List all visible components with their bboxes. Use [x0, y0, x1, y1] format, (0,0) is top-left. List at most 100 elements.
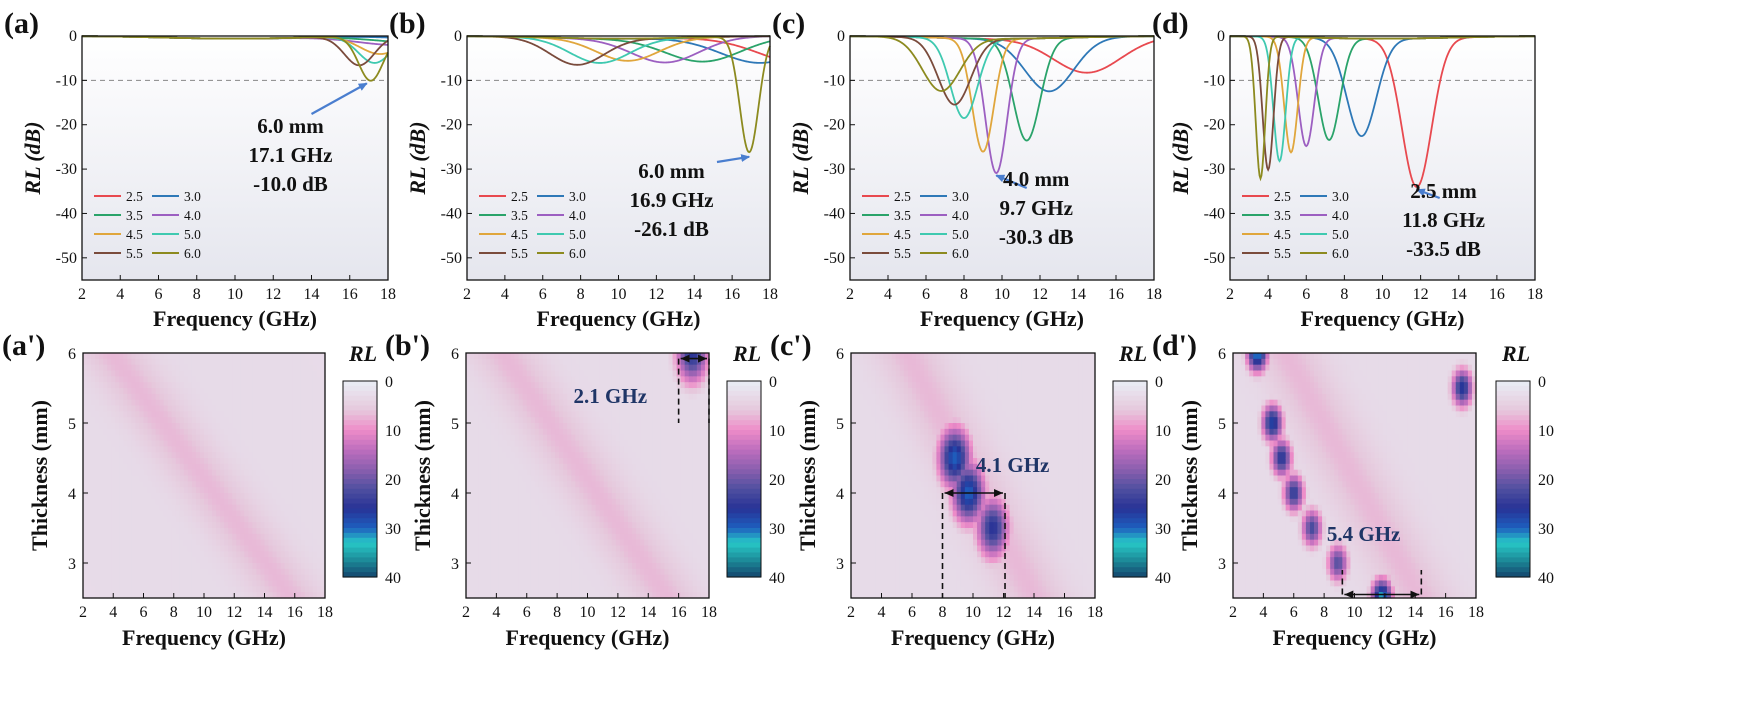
- heat-cell: [312, 411, 318, 418]
- heat-cell: [167, 574, 173, 582]
- heat-cell: [127, 382, 132, 389]
- heat-cell: [95, 353, 100, 360]
- heat-cell: [648, 493, 653, 500]
- heat-cell: [216, 393, 221, 401]
- colorbar-tick-label: 10: [385, 423, 401, 440]
- heat-cell: [551, 405, 556, 412]
- heat-cell: [490, 522, 495, 529]
- heat-cell: [123, 539, 128, 547]
- heat-cell: [632, 376, 637, 383]
- heat-cell: [494, 580, 499, 587]
- heat-cell: [486, 493, 491, 500]
- heat-cell: [83, 463, 88, 471]
- heat-cell: [648, 393, 653, 401]
- heat-cell: [288, 493, 294, 500]
- heat-cell: [538, 510, 544, 517]
- colorbar-segment: [343, 483, 377, 490]
- heat-cell: [131, 475, 137, 482]
- heat-cell: [526, 551, 532, 558]
- heat-cell: [474, 458, 479, 465]
- heat-cell: [127, 428, 132, 436]
- heat-cell: [482, 493, 487, 500]
- heat-cell: [510, 364, 516, 372]
- heat-cell: [502, 493, 508, 500]
- heat-cell: [131, 411, 137, 418]
- heat-cell: [119, 463, 124, 471]
- heat-cell: [212, 353, 217, 360]
- heat-cell: [486, 440, 491, 447]
- heat-cell: [506, 423, 512, 430]
- heat-cell: [656, 563, 661, 570]
- heat-cell: [615, 463, 621, 471]
- heat-cell: [595, 504, 601, 512]
- heat-cell: [135, 522, 141, 529]
- heat-cell: [623, 533, 629, 541]
- heat-cell: [131, 358, 137, 366]
- heat-cell: [494, 452, 499, 459]
- heat-cell: [522, 452, 528, 459]
- heat-cell: [502, 405, 508, 412]
- heat-cell: [131, 580, 137, 587]
- heat-cell: [632, 428, 637, 436]
- heat-cell: [204, 533, 209, 541]
- heat-cell: [187, 487, 193, 494]
- heat-cell: [567, 528, 572, 535]
- heat-cell: [95, 533, 100, 541]
- heat-cell: [502, 498, 508, 506]
- heat-cell: [252, 533, 258, 541]
- heat-cell: [143, 568, 149, 576]
- y-tick-label: -10: [441, 72, 462, 89]
- heat-cell: [220, 487, 225, 494]
- heat-cell: [534, 493, 540, 500]
- x-tick-label: 16: [1489, 286, 1505, 303]
- heat-cell: [474, 469, 479, 477]
- heat-cell: [547, 516, 552, 523]
- heat-cell: [660, 487, 666, 494]
- heat-cell: [260, 475, 266, 482]
- heat-cell: [95, 568, 100, 576]
- heat-cell: [482, 463, 487, 471]
- heat-cell: [256, 504, 262, 512]
- heat-cell: [660, 393, 666, 401]
- heat-cell: [151, 516, 157, 523]
- heat-cell: [204, 481, 209, 488]
- heat-cell: [555, 458, 560, 465]
- heat-cell: [636, 516, 641, 523]
- heat-cell: [619, 592, 625, 599]
- heat-cell: [87, 487, 92, 494]
- heat-cell: [534, 528, 540, 535]
- heat-cell: [656, 388, 661, 395]
- heat-cell: [256, 388, 262, 395]
- heat-cell: [228, 568, 233, 576]
- heat-cell: [640, 382, 645, 389]
- heat-cell: [220, 458, 225, 465]
- heat-cell: [272, 487, 278, 494]
- heat-cell: [248, 493, 253, 500]
- heat-cell: [555, 411, 560, 418]
- heat-cell: [87, 358, 92, 366]
- heat-cell: [280, 493, 286, 500]
- panel-label: (a'): [2, 329, 45, 362]
- heat-cell: [248, 522, 253, 529]
- heat-cell: [316, 358, 322, 366]
- heat-cell: [276, 358, 282, 366]
- heat-cell: [195, 452, 201, 459]
- heat-cell: [628, 399, 633, 407]
- heat-cell: [567, 481, 572, 488]
- heat-cell: [236, 563, 241, 570]
- heat-cell: [490, 423, 495, 430]
- heat-cell: [216, 498, 221, 506]
- heat-cell: [240, 574, 245, 582]
- heat-cell: [236, 376, 241, 383]
- heat-cell: [652, 428, 657, 436]
- heat-cell: [167, 388, 173, 395]
- heat-cell: [187, 481, 193, 488]
- heat-cell: [175, 452, 181, 459]
- heat-cell: [623, 393, 629, 401]
- heat-cell: [103, 551, 108, 558]
- heat-cell: [232, 498, 237, 506]
- heat-cell: [135, 358, 141, 366]
- heat-cell: [482, 557, 487, 564]
- heat-cell: [502, 388, 508, 395]
- y-tick-label: -40: [1204, 205, 1225, 222]
